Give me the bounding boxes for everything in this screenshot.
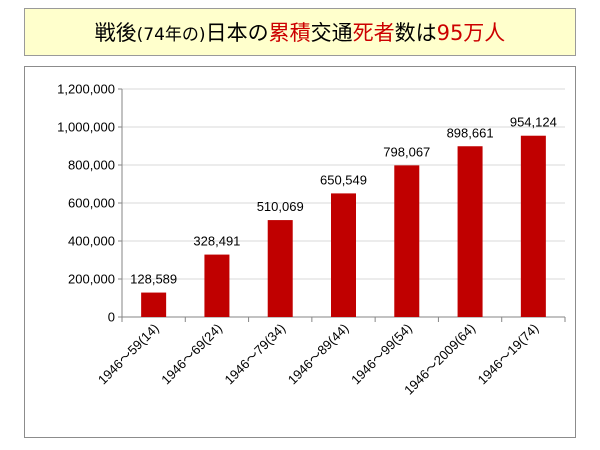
bar-chart: 0 200,000 400,000 600,000 800,000 1,000,000 1,…	[57, 82, 566, 398]
data-label: 128,589	[130, 272, 177, 287]
bar	[457, 146, 483, 317]
y-tick-label: 0	[108, 310, 115, 325]
title-segment: 累積	[268, 21, 311, 45]
x-category-label: 1946～59(14)	[95, 321, 162, 388]
data-label: 898,661	[447, 125, 494, 140]
title-segment: 交通	[310, 21, 353, 45]
bar	[331, 193, 356, 317]
x-category-label: 1946～79(34)	[222, 321, 289, 388]
data-label: 510,069	[257, 199, 304, 214]
bar	[204, 254, 230, 317]
y-tick-label: 800,000	[68, 158, 115, 173]
chart-frame: 0 200,000 400,000 600,000 800,000 1,000,000 1,…	[24, 66, 576, 438]
data-label: 954,124	[510, 115, 557, 130]
data-label: 328,491	[193, 234, 240, 249]
data-label: 798,067	[383, 144, 430, 159]
title-segment: 死者	[352, 21, 395, 45]
y-tick-label: 1,200,000	[57, 82, 115, 97]
x-category-label: 1946～69(24)	[158, 321, 225, 388]
bar	[520, 135, 546, 317]
bar	[267, 220, 293, 317]
y-tick-label: 400,000	[68, 234, 115, 249]
x-category-label: 1946～19(74)	[475, 321, 542, 388]
title-segment: 数は	[394, 21, 437, 45]
chart-title: 戦後(74年の)日本の累積交通死者数は95万人	[95, 17, 506, 47]
data-label: 650,549	[320, 172, 367, 187]
y-tick-label: 1,000,000	[57, 120, 115, 135]
title-segment: (74年の)	[136, 25, 206, 45]
x-category-label: 1946～89(44)	[285, 321, 352, 388]
y-tick-label: 600,000	[68, 196, 115, 211]
title-segment: 日本の	[205, 21, 269, 45]
bar	[394, 165, 420, 317]
bar	[141, 292, 167, 317]
x-category-label: 1946～99(54)	[348, 321, 415, 388]
y-tick-label: 200,000	[68, 272, 115, 287]
title-segment: 戦後	[94, 21, 137, 45]
title-segment: 95万人	[436, 21, 506, 45]
chart-title-banner: 戦後(74年の)日本の累積交通死者数は95万人	[24, 8, 576, 56]
